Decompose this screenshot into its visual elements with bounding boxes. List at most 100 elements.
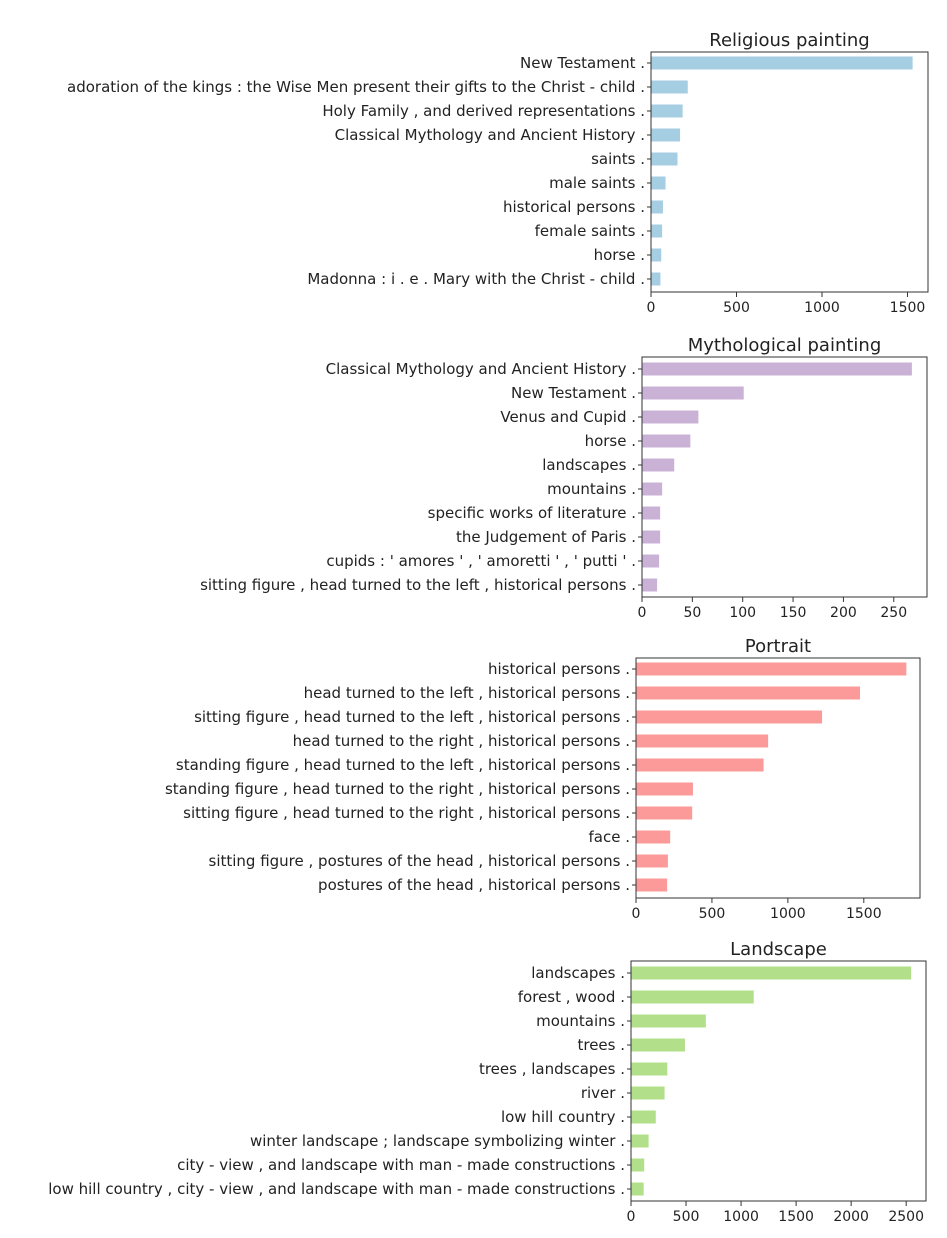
landscape-category-label: trees . [577, 1036, 625, 1054]
landscape-axes-frame [630, 960, 927, 1202]
mythological-category-label: landscapes . [542, 456, 636, 474]
portrait-bar [636, 806, 693, 820]
landscape-bar [631, 1038, 685, 1052]
mythological-chart-title: Mythological painting [688, 335, 882, 356]
mythological-bar [642, 410, 699, 424]
landscape-x-tick-label: 1000 [723, 1209, 759, 1225]
landscape-x-tick-label: 0 [627, 1209, 636, 1225]
mythological-x-tick-label: 150 [780, 605, 807, 621]
landscape-chart-title: Landscape [730, 939, 827, 960]
religious-axes-frame [650, 51, 929, 293]
landscape-bar [631, 1158, 645, 1172]
mythological-bar [642, 506, 661, 520]
landscape-bar [631, 1062, 668, 1076]
portrait-bar [636, 686, 861, 700]
mythological-bar [642, 554, 660, 568]
portrait-x-tick-label: 0 [632, 906, 641, 922]
portrait-x-tick-label: 1000 [770, 906, 806, 922]
religious-painting-chart: Religious painting New Testament . adorati… [67, 30, 929, 316]
religious-category-label: saints . [591, 150, 645, 168]
religious-bar [651, 200, 663, 214]
portrait-bar [636, 854, 668, 868]
portrait-category-label: standing figure , head turned to the rig… [165, 780, 630, 798]
religious-chart-title: Religious painting [709, 30, 869, 51]
landscape-bar [631, 1110, 656, 1124]
portrait-chart-title: Portrait [745, 636, 811, 657]
landscape-category-label: landscapes . [531, 964, 625, 982]
portrait-category-label: historical persons . [488, 660, 630, 678]
mythological-category-label: sitting figure , head turned to the left… [200, 576, 636, 594]
landscape-category-label: low hill country , city - view , and lan… [48, 1180, 625, 1198]
mythological-x-tick-label: 50 [683, 605, 701, 621]
landscape-category-label: low hill country . [501, 1108, 625, 1126]
landscape-category-label: city - view , and landscape with man - m… [177, 1156, 625, 1174]
religious-bar [651, 128, 681, 142]
portrait-bar [636, 662, 907, 676]
mythological-category-label: horse . [585, 432, 636, 450]
religious-bar [651, 152, 678, 166]
portrait-chart: Portrait historical persons . head turned … [165, 636, 921, 922]
portrait-bar [636, 782, 693, 796]
mythological-x-tick-label: 100 [729, 605, 756, 621]
landscape-bar [631, 1134, 649, 1148]
mythological-bar [642, 434, 691, 448]
religious-category-label: Classical Mythology and Ancient History … [335, 126, 645, 144]
portrait-bar [636, 710, 823, 724]
landscape-category-label: mountains . [536, 1012, 625, 1030]
mythological-category-label: New Testament . [511, 384, 636, 402]
religious-category-label: male saints . [549, 174, 645, 192]
landscape-chart: Landscape landscapes . forest , wood . moun… [48, 939, 927, 1225]
portrait-bar [636, 758, 764, 772]
religious-category-label: female saints . [535, 222, 645, 240]
religious-bar [651, 56, 913, 70]
landscape-x-tick-label: 2500 [888, 1209, 924, 1225]
mythological-bar [642, 578, 658, 592]
religious-bar [651, 248, 662, 262]
landscape-category-label: trees , landscapes . [479, 1060, 625, 1078]
landscape-category-label: winter landscape ; landscape symbolizing… [250, 1132, 625, 1150]
religious-bar [651, 224, 663, 238]
religious-category-label: Madonna : i . e . Mary with the Christ -… [307, 270, 645, 288]
religious-x-tick-label: 1500 [890, 300, 926, 316]
portrait-category-label: standing figure , head turned to the lef… [176, 756, 630, 774]
portrait-category-label: postures of the head , historical person… [318, 876, 630, 894]
mythological-category-label: the Judgement of Paris . [456, 528, 636, 546]
portrait-axes-frame [635, 657, 921, 899]
portrait-category-label: face . [589, 828, 630, 846]
religious-category-label: historical persons . [503, 198, 645, 216]
portrait-bar [636, 734, 769, 748]
mythological-bar [642, 362, 912, 376]
mythological-category-label: Classical Mythology and Ancient History … [326, 360, 636, 378]
landscape-bar [631, 1014, 706, 1028]
mythological-x-tick-label: 0 [638, 605, 647, 621]
religious-category-label: adoration of the kings : the Wise Men pr… [67, 78, 645, 96]
landscape-bar [631, 966, 912, 980]
portrait-bar [636, 878, 668, 892]
mythological-bar [642, 386, 744, 400]
landscape-x-tick-label: 500 [673, 1209, 700, 1225]
landscape-x-tick-label: 1500 [778, 1209, 814, 1225]
mythological-category-label: Venus and Cupid . [500, 408, 636, 426]
mythological-category-label: mountains . [547, 480, 636, 498]
religious-category-label: New Testament . [520, 54, 645, 72]
religious-bar [651, 80, 688, 94]
religious-bar [651, 104, 683, 118]
portrait-bar [636, 830, 671, 844]
mythological-bar [642, 530, 661, 544]
landscape-category-label: forest , wood . [518, 988, 625, 1006]
religious-x-tick-label: 500 [723, 300, 750, 316]
landscape-category-label: river . [581, 1084, 625, 1102]
mythological-painting-chart: Mythological painting Classical Mythology… [200, 335, 928, 621]
portrait-x-tick-label: 1500 [846, 906, 882, 922]
portrait-category-label: head turned to the right , historical pe… [293, 732, 630, 750]
mythological-x-tick-label: 250 [880, 605, 907, 621]
religious-category-label: Holy Family , and derived representation… [322, 102, 645, 120]
mythological-category-label: cupids : ' amores ' , ' amoretti ' , ' p… [326, 552, 636, 570]
landscape-x-tick-label: 2000 [833, 1209, 869, 1225]
portrait-category-label: sitting figure , postures of the head , … [209, 852, 631, 870]
portrait-category-label: sitting figure , head turned to the left… [194, 708, 630, 726]
religious-bar [651, 176, 666, 190]
religious-bar [651, 272, 661, 286]
religious-category-label: horse . [594, 246, 645, 264]
